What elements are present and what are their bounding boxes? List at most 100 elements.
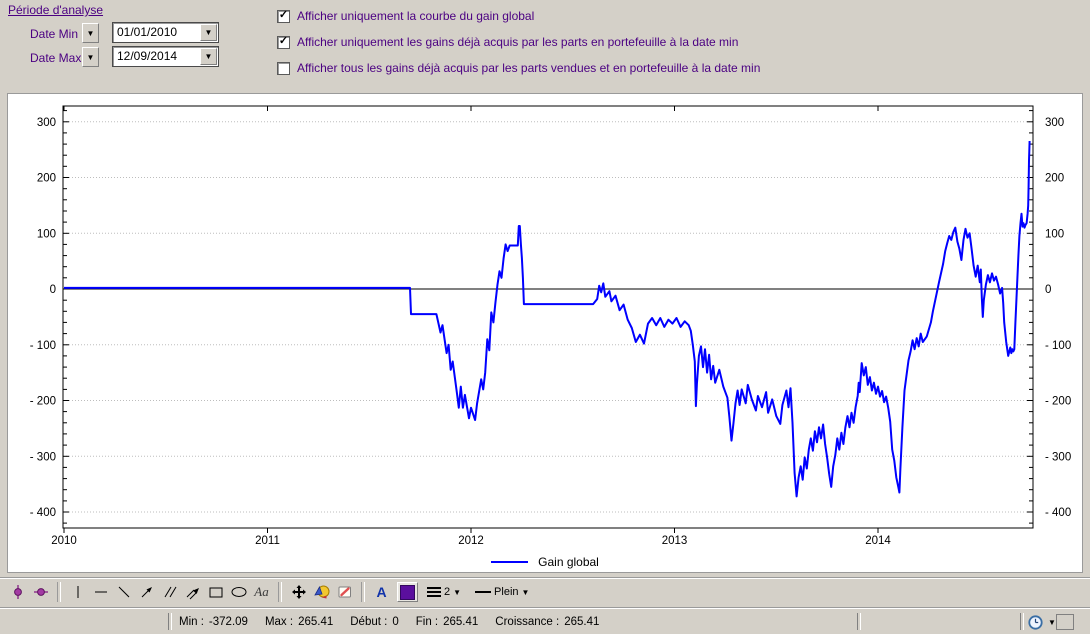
statusbar-separator [857,613,861,630]
date-max-label: Date Max [30,51,82,65]
stat-fin-value: 265.41 [443,616,479,628]
arrow-up-right-icon [141,587,152,598]
svg-text:100: 100 [1045,228,1064,240]
checkbox-tous-gains[interactable] [277,61,290,75]
chart-wizard-button[interactable] [310,581,333,603]
svg-text:- 300: - 300 [30,451,56,463]
status-bar: Min : -372.09 Max : 265.41 Début : 0 Fin… [0,607,1090,634]
checkbox-row-gains-portefeuille: ✓ Afficher uniquement les gains déjà acq… [277,35,738,49]
svg-text:- 200: - 200 [1045,396,1071,408]
date-min-dropdown-button[interactable]: ▼ [200,24,217,41]
svg-text:100: 100 [37,228,56,240]
horizontal-cursor-pin-icon [33,588,48,596]
font-color-button[interactable]: A [370,581,393,603]
draw-ellipse-button[interactable] [227,581,250,603]
toolbar-separator [361,582,365,602]
vertical-cursor-pin-button[interactable] [6,581,29,603]
date-min-field[interactable]: 01/01/2010 ▼ [112,22,219,43]
move-button[interactable] [287,581,310,603]
chevron-down-icon: ▼ [86,28,95,38]
stat-fin: Fin : 265.41 [416,616,479,628]
draw-parallel-arrow-button[interactable] [181,581,204,603]
horizontal-line-icon [94,591,107,593]
time-options-button[interactable]: ▼ [1027,612,1056,632]
chart-wizard-icon [313,585,329,599]
checkbox-show-gain-global[interactable]: ✓ [277,8,290,23]
vertical-line-icon [77,586,78,598]
legend-label: Gain global [538,554,599,569]
svg-text:2013: 2013 [662,535,688,547]
svg-text:- 100: - 100 [30,340,56,352]
ellipse-icon [231,587,246,597]
checkbox-tous-gains-label: Afficher tous les gains déjà acquis par … [297,61,761,75]
check-icon: ✓ [278,8,289,21]
chevron-down-icon: ▼ [453,587,462,597]
line-style-value: Plein [494,586,519,598]
chart-legend: Gain global [8,553,1082,570]
date-min-value: 01/01/2010 [117,25,178,39]
stat-min: Min : -372.09 [179,616,248,628]
stat-debut-value: 0 [392,616,399,628]
stat-min-label: Min : [179,616,204,628]
date-max-mini-dropdown[interactable]: ▼ [82,47,99,67]
chevron-down-icon: ▼ [521,587,530,597]
chevron-down-icon: ▼ [1048,617,1056,627]
draw-parallel-lines-button[interactable] [158,581,181,603]
stat-max-label: Max : [264,616,294,628]
draw-diagonal-line-button[interactable] [112,581,135,603]
draw-horizontal-line-button[interactable] [89,581,112,603]
line-style-icon [475,591,492,593]
analysis-controls-panel: Période d'analyse Date Min ▼ 01/01/2010 … [0,0,1090,93]
line-width-button[interactable]: 2 ▼ [424,581,464,603]
svg-text:2011: 2011 [255,535,280,547]
svg-text:2010: 2010 [51,535,77,547]
date-max-field[interactable]: 12/09/2014 ▼ [112,46,219,67]
svg-text:0: 0 [1045,284,1051,296]
toolbar-separator [278,582,282,602]
svg-text:200: 200 [37,173,56,185]
svg-text:300: 300 [37,117,56,129]
date-min-label: Date Min [30,27,79,41]
stat-max: Max : 265.41 [265,616,333,628]
drawing-toolbar: Aa A 2 [0,577,1090,605]
draw-rectangle-button[interactable] [204,581,227,603]
insert-text-button[interactable]: Aa [250,581,273,603]
svg-text:- 400: - 400 [30,507,56,519]
checkbox-gains-portefeuille[interactable]: ✓ [277,35,290,49]
line-style-button[interactable]: Plein ▼ [472,581,532,603]
edit-annotations-button[interactable] [333,581,356,603]
checkbox-row-tous-gains: Afficher tous les gains déjà acquis par … [277,61,760,75]
horizontal-cursor-pin-button[interactable] [29,581,52,603]
stat-min-value: -372.09 [208,616,248,628]
stat-croissance-value: 265.41 [564,616,600,628]
stat-debut: Début : 0 [350,616,398,628]
date-max-dropdown-button[interactable]: ▼ [200,48,217,65]
font-color-icon: A [376,584,387,600]
svg-text:- 400: - 400 [1045,507,1071,519]
statusbar-separator [1020,613,1024,630]
move-icon [291,585,306,599]
stat-debut-label: Début : [350,616,388,628]
stat-max-value: 265.41 [298,616,334,628]
rectangle-icon [209,587,222,598]
period-analysis-link[interactable]: Période d'analyse [8,3,104,17]
date-max-value: 12/09/2014 [117,49,178,63]
legend-line-sample [491,560,529,563]
chevron-down-icon: ▼ [204,52,213,61]
svg-text:- 300: - 300 [1045,451,1071,463]
svg-text:2012: 2012 [458,535,484,547]
chevron-down-icon: ▼ [86,52,95,62]
svg-text:300: 300 [1045,117,1064,129]
color-swatch-icon [400,584,415,600]
date-min-mini-dropdown[interactable]: ▼ [82,23,99,43]
draw-vertical-line-button[interactable] [66,581,89,603]
text-tool-icon: Aa [254,584,269,599]
draw-arrow-button[interactable] [135,581,158,603]
color-picker-button[interactable] [397,582,418,602]
edit-note-icon [338,586,351,598]
svg-text:2014: 2014 [865,535,891,547]
svg-text:- 100: - 100 [1045,340,1071,352]
status-panel-box [1056,614,1074,630]
stat-croissance: Croissance : 265.41 [495,616,599,628]
parallel-arrow-icon [186,588,199,600]
